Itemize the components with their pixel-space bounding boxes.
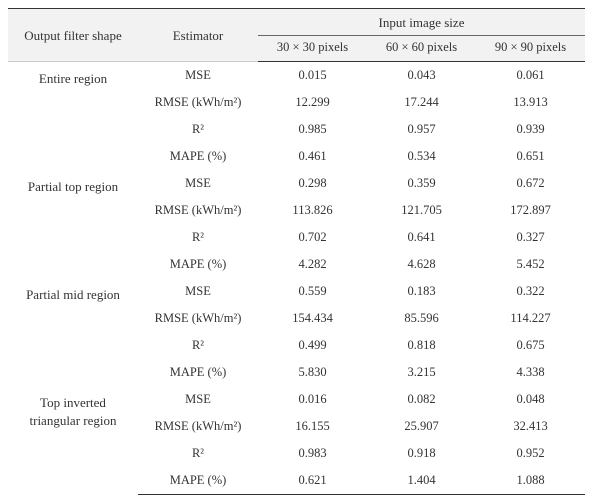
value-cell: 0.641 [367,224,476,251]
value-cell: 12.299 [258,89,367,116]
table-row: Partial top regionMSE0.2980.3590.672 [8,170,585,197]
shape-cell: Partial mid region [8,278,138,386]
value-cell: 0.702 [258,224,367,251]
estimator-cell: MSE [138,62,258,90]
value-cell: 0.043 [367,62,476,90]
value-cell: 0.015 [258,62,367,90]
value-cell: 121.705 [367,197,476,224]
estimator-cell: MSE [138,386,258,413]
estimator-cell: RMSE (kWh/m²) [138,197,258,224]
value-cell: 0.957 [367,116,476,143]
value-cell: 0.952 [476,440,585,467]
value-cell: 0.322 [476,278,585,305]
shape-cell: Top invertedtriangular region [8,386,138,495]
value-cell: 154.434 [258,305,367,332]
col-input-group-header-text: Input image size [379,15,465,30]
col-shape-header-text: Output filter shape [24,28,121,43]
value-cell: 0.675 [476,332,585,359]
value-cell: 3.215 [367,359,476,386]
value-cell: 4.628 [367,251,476,278]
value-cell: 32.413 [476,413,585,440]
value-cell: 25.907 [367,413,476,440]
value-cell: 0.983 [258,440,367,467]
value-cell: 4.282 [258,251,367,278]
value-cell: 0.061 [476,62,585,90]
shape-cell: Partial top region [8,170,138,278]
value-cell: 0.183 [367,278,476,305]
table-row: Top invertedtriangular regionMSE0.0160.0… [8,386,585,413]
table-body: Entire regionMSE0.0150.0430.061RMSE (kWh… [8,62,585,495]
value-cell: 0.559 [258,278,367,305]
value-cell: 4.338 [476,359,585,386]
col-input-group-header: Input image size [258,9,585,36]
estimator-cell: MAPE (%) [138,467,258,495]
table-row: Entire regionMSE0.0150.0430.061 [8,62,585,90]
estimator-cell: MAPE (%) [138,359,258,386]
estimator-cell: RMSE (kWh/m²) [138,305,258,332]
value-cell: 0.499 [258,332,367,359]
estimator-cell: RMSE (kWh/m²) [138,89,258,116]
value-cell: 114.227 [476,305,585,332]
estimator-cell: R² [138,440,258,467]
shape-cell: Entire region [8,62,138,171]
value-cell: 0.672 [476,170,585,197]
value-cell: 0.461 [258,143,367,170]
value-cell: 113.826 [258,197,367,224]
value-cell: 13.913 [476,89,585,116]
estimator-cell: R² [138,116,258,143]
estimator-cell: R² [138,332,258,359]
value-cell: 0.621 [258,467,367,495]
value-cell: 0.082 [367,386,476,413]
results-table: Output filter shape Estimator Input imag… [8,8,585,495]
value-cell: 17.244 [367,89,476,116]
value-cell: 172.897 [476,197,585,224]
value-cell: 1.088 [476,467,585,495]
col-size-30: 30 × 30 pixels [258,36,367,62]
col-size-60: 60 × 60 pixels [367,36,476,62]
value-cell: 0.359 [367,170,476,197]
estimator-cell: MSE [138,278,258,305]
col-estimator-header: Estimator [138,9,258,62]
value-cell: 0.298 [258,170,367,197]
value-cell: 0.327 [476,224,585,251]
estimator-cell: MAPE (%) [138,251,258,278]
col-shape-header: Output filter shape [8,9,138,62]
value-cell: 0.048 [476,386,585,413]
value-cell: 5.830 [258,359,367,386]
estimator-cell: MAPE (%) [138,143,258,170]
col-estimator-header-text: Estimator [173,28,224,43]
value-cell: 0.651 [476,143,585,170]
value-cell: 0.534 [367,143,476,170]
value-cell: 0.985 [258,116,367,143]
value-cell: 1.404 [367,467,476,495]
table-header: Output filter shape Estimator Input imag… [8,9,585,62]
estimator-cell: MSE [138,170,258,197]
table-row: Partial mid regionMSE0.5590.1830.322 [8,278,585,305]
value-cell: 5.452 [476,251,585,278]
estimator-cell: R² [138,224,258,251]
value-cell: 85.596 [367,305,476,332]
value-cell: 16.155 [258,413,367,440]
value-cell: 0.918 [367,440,476,467]
col-size-90: 90 × 90 pixels [476,36,585,62]
estimator-cell: RMSE (kWh/m²) [138,413,258,440]
value-cell: 0.939 [476,116,585,143]
value-cell: 0.016 [258,386,367,413]
value-cell: 0.818 [367,332,476,359]
